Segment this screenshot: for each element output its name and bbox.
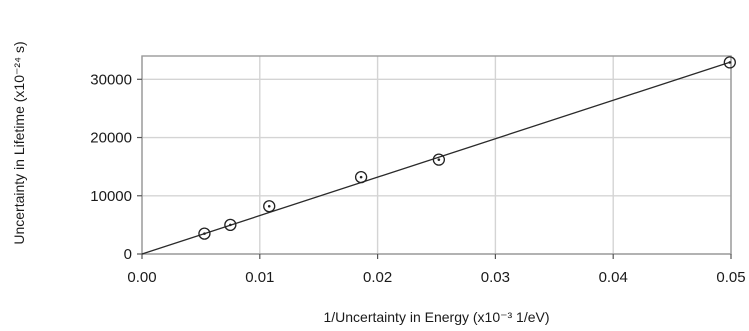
- y-tick-label-2: 20000: [90, 130, 132, 147]
- y-tick-label-1: 10000: [90, 188, 132, 205]
- x-tick-label-0: 0.00: [127, 269, 156, 286]
- x-tick-label-1: 0.01: [245, 269, 274, 286]
- y-tick-label-3: 30000: [90, 71, 132, 88]
- data-point-4: [433, 154, 444, 165]
- x-axis-label: 1/Uncertainty in Energy (x10⁻³ 1/eV): [323, 309, 549, 325]
- y-axis-label: Uncertainty in Lifetime (x10⁻²⁴ s): [11, 41, 27, 244]
- x-tick-label-4: 0.04: [599, 269, 628, 286]
- data-point-5: [724, 57, 735, 68]
- y-gridlines: [142, 79, 731, 254]
- y-tick-label-0: 0: [124, 246, 132, 263]
- x-tick-label-5: 0.05: [716, 269, 745, 286]
- data-point-0: [199, 228, 210, 239]
- x-axis-ticks: 0.00 0.01 0.02 0.03 0.04 0.05: [127, 254, 745, 286]
- y-axis-ticks: 0 10000 20000 30000: [90, 71, 142, 263]
- data-point-2: [264, 201, 275, 212]
- x-tick-label-3: 0.03: [481, 269, 510, 286]
- x-tick-label-2: 0.02: [363, 269, 392, 286]
- data-point-1: [225, 219, 236, 230]
- data-point-3: [356, 172, 367, 183]
